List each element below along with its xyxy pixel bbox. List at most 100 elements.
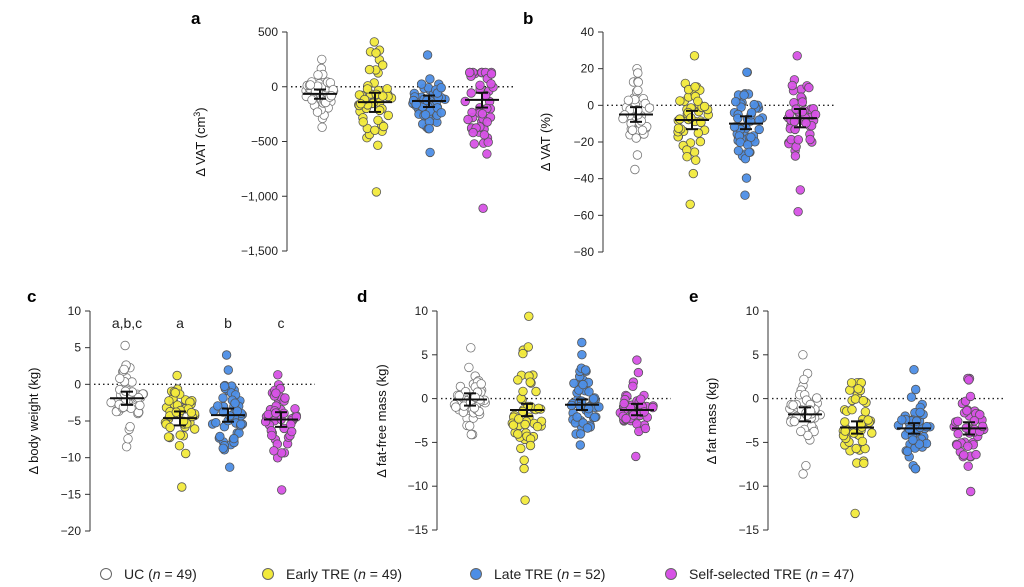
data-point <box>690 82 700 92</box>
data-point <box>673 123 684 134</box>
data-point <box>964 375 974 385</box>
data-point <box>790 151 801 161</box>
data-point <box>519 463 529 474</box>
data-point <box>867 428 877 438</box>
data-point <box>963 441 973 452</box>
data-point <box>952 440 962 450</box>
y-axis-title-b: Δ VAT (%) <box>538 113 553 172</box>
data-point <box>436 107 447 118</box>
data-point <box>465 421 475 431</box>
data-point <box>850 394 861 404</box>
data-point <box>135 400 145 411</box>
data-point <box>120 340 130 351</box>
points-early-tre-a <box>354 37 397 197</box>
y-tick-label-b: 0 <box>587 98 594 112</box>
data-point <box>317 122 327 133</box>
data-point <box>163 432 174 442</box>
error-bar-uc-b <box>619 106 653 123</box>
y-tick-label-c: −15 <box>61 487 82 501</box>
data-point <box>466 343 476 353</box>
data-point <box>577 350 587 360</box>
significance-label-early-tre: a <box>176 315 184 331</box>
data-point <box>850 508 860 519</box>
data-point <box>640 423 651 434</box>
data-point <box>483 137 493 147</box>
y-tick-label-e: −10 <box>739 479 760 493</box>
data-point <box>175 430 185 440</box>
error-bar-late-tre-e <box>897 422 931 435</box>
data-point <box>189 424 200 434</box>
data-point <box>621 413 631 424</box>
data-point <box>741 173 752 183</box>
y-tick-label-b: −60 <box>574 208 595 222</box>
data-point <box>514 414 524 424</box>
data-point <box>685 199 695 210</box>
data-point <box>632 150 643 160</box>
data-point <box>362 84 373 94</box>
data-point <box>631 451 641 462</box>
panel-letter-b: b <box>523 9 533 28</box>
data-point <box>513 375 523 385</box>
y-tick-label-b: −80 <box>574 245 595 259</box>
data-point <box>633 85 643 96</box>
legend-marker-uc <box>100 568 112 580</box>
panel-c: c 10 5 0 −5 −10 −15 −20 Δ body weight (kg) a,b,c a… <box>26 287 315 538</box>
data-point <box>798 469 808 479</box>
data-point <box>630 164 640 175</box>
y-tick-label-c: 10 <box>68 304 82 318</box>
data-point <box>518 348 528 359</box>
data-point <box>793 206 803 217</box>
data-point <box>121 442 132 452</box>
legend-label-early-tre: Early TRE (n = 49) <box>286 566 402 582</box>
points-early-tre-e <box>838 378 877 519</box>
data-point <box>287 426 297 437</box>
data-point <box>789 416 800 427</box>
data-point <box>628 381 638 392</box>
points-self-selected-tre-e <box>949 373 989 497</box>
data-point <box>317 54 327 65</box>
legend-label-self-selected-tre: Self-selected TRE (n = 47) <box>689 566 854 582</box>
legend-marker-late-tre <box>470 568 482 580</box>
data-point <box>953 429 963 439</box>
error-bar-uc-a <box>303 88 337 100</box>
y-axis-title-a: Δ VAT (cm3) <box>192 107 208 176</box>
data-point <box>731 96 741 107</box>
data-point <box>464 362 474 373</box>
data-point <box>851 443 861 454</box>
data-point <box>172 370 182 381</box>
data-point <box>170 388 181 398</box>
y-tick-label-e: −5 <box>745 435 759 449</box>
data-point <box>857 436 868 447</box>
data-point <box>424 123 435 134</box>
data-point <box>619 398 629 409</box>
data-point <box>577 337 587 348</box>
data-point <box>513 429 523 439</box>
legend-item-uc: UC (n = 49) <box>100 566 197 582</box>
panel-d: d 10 5 0 −5 −10 −15 Δ fat-free mass (kg) <box>357 287 671 537</box>
data-point <box>637 125 648 136</box>
data-point <box>180 448 191 459</box>
y-tick-label-b: −20 <box>574 135 595 149</box>
points-uc-d <box>449 343 490 440</box>
data-point <box>627 125 638 135</box>
y-tick-label-d: −15 <box>408 523 429 537</box>
data-point <box>733 113 743 124</box>
points-self-selected-tre-a <box>460 67 498 214</box>
data-point <box>378 91 388 101</box>
data-point <box>633 367 644 378</box>
points-early-tre-b <box>673 51 714 210</box>
error-bar-uc-d <box>453 392 487 407</box>
data-point <box>174 441 185 451</box>
data-point <box>276 448 287 458</box>
data-point <box>953 416 963 427</box>
data-point <box>636 394 646 404</box>
data-point <box>969 416 980 426</box>
data-point <box>525 440 536 451</box>
error-bar-early-tre-d <box>510 402 544 418</box>
data-point <box>420 110 431 120</box>
data-point <box>119 364 129 375</box>
data-point <box>371 48 381 58</box>
data-point <box>689 147 700 157</box>
error-bar-self-selected-tre-d <box>620 402 654 417</box>
data-point <box>689 51 700 61</box>
